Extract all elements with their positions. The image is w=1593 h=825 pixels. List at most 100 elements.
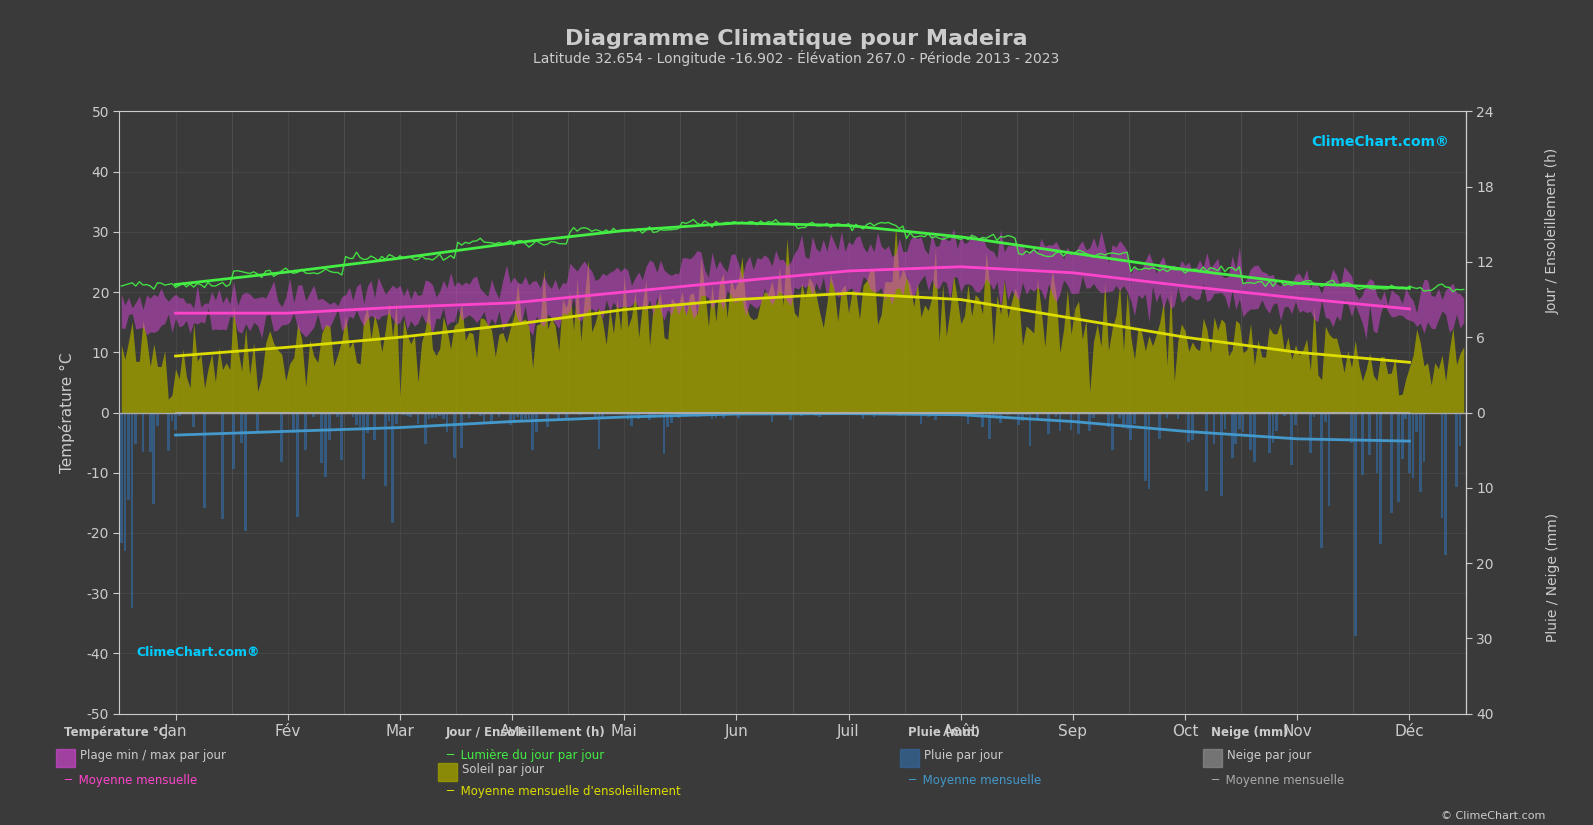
- Bar: [752, 412, 755, 413]
- Text: Pluie / Neige (mm): Pluie / Neige (mm): [1547, 513, 1560, 642]
- Bar: [671, 412, 672, 423]
- Text: Pluie (mm): Pluie (mm): [908, 726, 980, 739]
- Bar: [996, 412, 999, 419]
- Bar: [1129, 412, 1133, 440]
- Bar: [868, 412, 871, 415]
- Bar: [558, 412, 561, 420]
- Bar: [406, 412, 408, 417]
- Bar: [1391, 412, 1392, 513]
- Text: Neige par jour: Neige par jour: [1227, 749, 1311, 762]
- Bar: [432, 412, 433, 417]
- Text: ─  Moyenne mensuelle: ─ Moyenne mensuelle: [64, 774, 198, 787]
- Bar: [119, 412, 123, 543]
- Bar: [1282, 412, 1286, 416]
- Bar: [1147, 412, 1150, 488]
- Bar: [241, 412, 244, 443]
- Bar: [804, 412, 806, 414]
- Bar: [293, 412, 295, 433]
- Bar: [948, 412, 951, 414]
- Bar: [1249, 412, 1252, 450]
- Bar: [1063, 412, 1066, 414]
- Bar: [760, 412, 761, 415]
- Bar: [634, 412, 637, 416]
- Bar: [919, 412, 922, 424]
- Bar: [652, 412, 655, 418]
- Bar: [409, 412, 413, 417]
- Bar: [984, 412, 988, 415]
- Bar: [1415, 412, 1418, 431]
- Bar: [615, 412, 618, 414]
- Bar: [392, 412, 393, 523]
- Bar: [696, 412, 698, 417]
- Bar: [233, 412, 236, 469]
- Text: Soleil par jour: Soleil par jour: [462, 763, 545, 776]
- Bar: [228, 412, 231, 413]
- Bar: [1419, 412, 1421, 492]
- Bar: [535, 412, 538, 431]
- Bar: [890, 412, 894, 414]
- Bar: [341, 412, 342, 460]
- Bar: [153, 412, 155, 504]
- Bar: [1206, 412, 1207, 491]
- Bar: [666, 412, 669, 427]
- Text: Neige (mm): Neige (mm): [1211, 726, 1289, 739]
- Bar: [178, 412, 180, 416]
- Bar: [730, 412, 733, 414]
- Bar: [1434, 412, 1437, 414]
- Bar: [741, 412, 744, 414]
- Text: ClimeChart.com®: ClimeChart.com®: [1311, 135, 1448, 149]
- Bar: [401, 412, 405, 415]
- Bar: [527, 412, 530, 419]
- Bar: [167, 412, 170, 450]
- Bar: [1276, 412, 1278, 431]
- Bar: [680, 412, 683, 414]
- Bar: [1423, 412, 1426, 463]
- Bar: [1166, 412, 1168, 417]
- Bar: [819, 412, 820, 417]
- Bar: [543, 412, 545, 414]
- Bar: [796, 412, 800, 413]
- Bar: [366, 412, 368, 433]
- Text: ─  Moyenne mensuelle: ─ Moyenne mensuelle: [908, 774, 1042, 787]
- Bar: [744, 412, 747, 413]
- Text: Pluie par jour: Pluie par jour: [924, 749, 1002, 762]
- Bar: [312, 412, 315, 417]
- Bar: [814, 412, 817, 417]
- Bar: [395, 412, 398, 424]
- Bar: [1445, 412, 1446, 554]
- Bar: [1093, 412, 1094, 418]
- Bar: [1351, 412, 1352, 443]
- Bar: [1309, 412, 1311, 453]
- Text: ─  Lumière du jour par jour: ─ Lumière du jour par jour: [446, 749, 604, 762]
- Bar: [362, 412, 365, 478]
- Bar: [988, 412, 991, 439]
- Bar: [554, 412, 556, 415]
- Bar: [583, 412, 586, 414]
- Bar: [978, 412, 980, 417]
- Bar: [384, 412, 387, 486]
- Bar: [964, 412, 965, 416]
- Bar: [631, 412, 632, 426]
- Bar: [1324, 412, 1327, 422]
- Bar: [1268, 412, 1271, 453]
- Bar: [131, 412, 134, 608]
- Bar: [1238, 412, 1241, 429]
- Bar: [626, 412, 629, 420]
- Bar: [1021, 412, 1024, 422]
- Bar: [460, 412, 464, 447]
- Bar: [586, 412, 589, 414]
- Bar: [479, 412, 481, 417]
- Bar: [1290, 412, 1294, 465]
- Bar: [800, 412, 803, 416]
- Bar: [738, 412, 739, 418]
- Bar: [1126, 412, 1128, 429]
- Bar: [441, 412, 444, 419]
- Bar: [519, 412, 523, 421]
- Bar: [1107, 412, 1110, 427]
- Bar: [992, 412, 994, 417]
- Bar: [508, 412, 511, 426]
- Bar: [304, 412, 307, 450]
- Bar: [999, 412, 1002, 423]
- Bar: [575, 412, 578, 413]
- Bar: [483, 412, 486, 424]
